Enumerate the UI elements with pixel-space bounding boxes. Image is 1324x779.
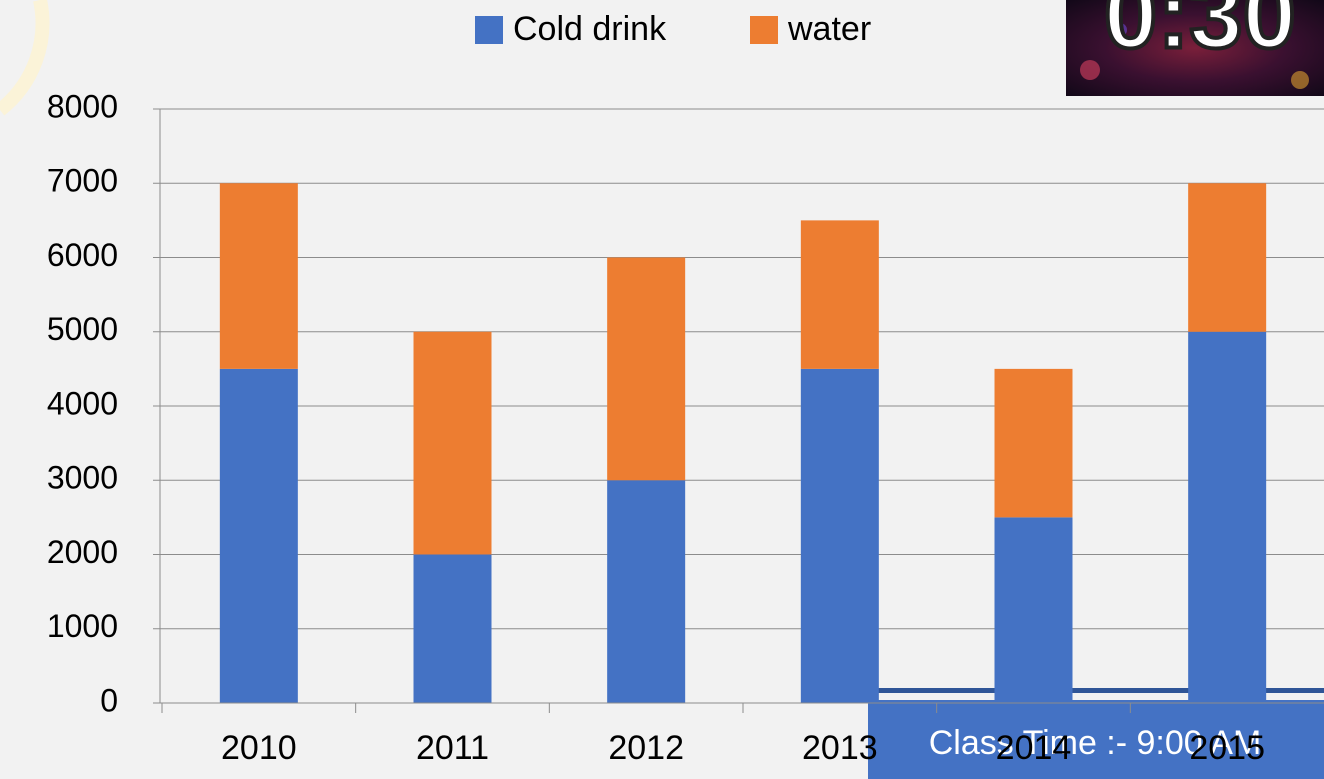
bar-segment (414, 332, 492, 555)
bokeh-dot (1291, 71, 1309, 89)
decor-arc (0, 0, 42, 110)
bar-segment (220, 369, 298, 703)
bar-segment (220, 183, 298, 369)
slide: 0:30 Class Time :- 9:00 AM 0100020003000… (0, 0, 1324, 779)
timer-text: 0:30 (1104, 0, 1296, 68)
x-tick-label: 2014 (996, 729, 1072, 767)
x-tick-label: 2013 (802, 729, 878, 767)
bar-segment (607, 480, 685, 703)
legend-swatch (750, 16, 778, 44)
y-tick-label: 6000 (47, 237, 118, 273)
bokeh-dot (1080, 60, 1100, 80)
y-tick-label: 0 (100, 682, 118, 718)
bar-segment (607, 258, 685, 481)
x-tick-label: 2011 (416, 729, 489, 767)
legend-label: water (787, 10, 871, 48)
bar-segment (995, 369, 1073, 518)
y-tick-label: 3000 (47, 460, 118, 496)
legend-label: Cold drink (513, 10, 667, 48)
y-tick-label: 5000 (47, 311, 118, 347)
bar-segment (801, 369, 879, 703)
x-tick-label: 2015 (1189, 729, 1265, 767)
y-tick-label: 4000 (47, 385, 118, 421)
x-tick-label: 2010 (221, 729, 297, 767)
bar-segment (1188, 332, 1266, 703)
chart: 0 1000 2000 3000 4000 5000 6000 7000 8000 Cold dr… (47, 10, 1324, 718)
y-tick-label: 1000 (47, 608, 118, 644)
y-tick-label: 8000 (47, 88, 118, 124)
timer: 0:30 (1066, 0, 1324, 96)
x-tick-label: 2012 (608, 729, 684, 767)
bar-segment (995, 517, 1073, 703)
y-tick-label: 7000 (47, 163, 118, 199)
bar-segment (1188, 183, 1266, 332)
bar-segment (801, 220, 879, 369)
y-tick-label: 2000 (47, 534, 118, 570)
legend-swatch (475, 16, 503, 44)
bar-segment (414, 555, 492, 704)
